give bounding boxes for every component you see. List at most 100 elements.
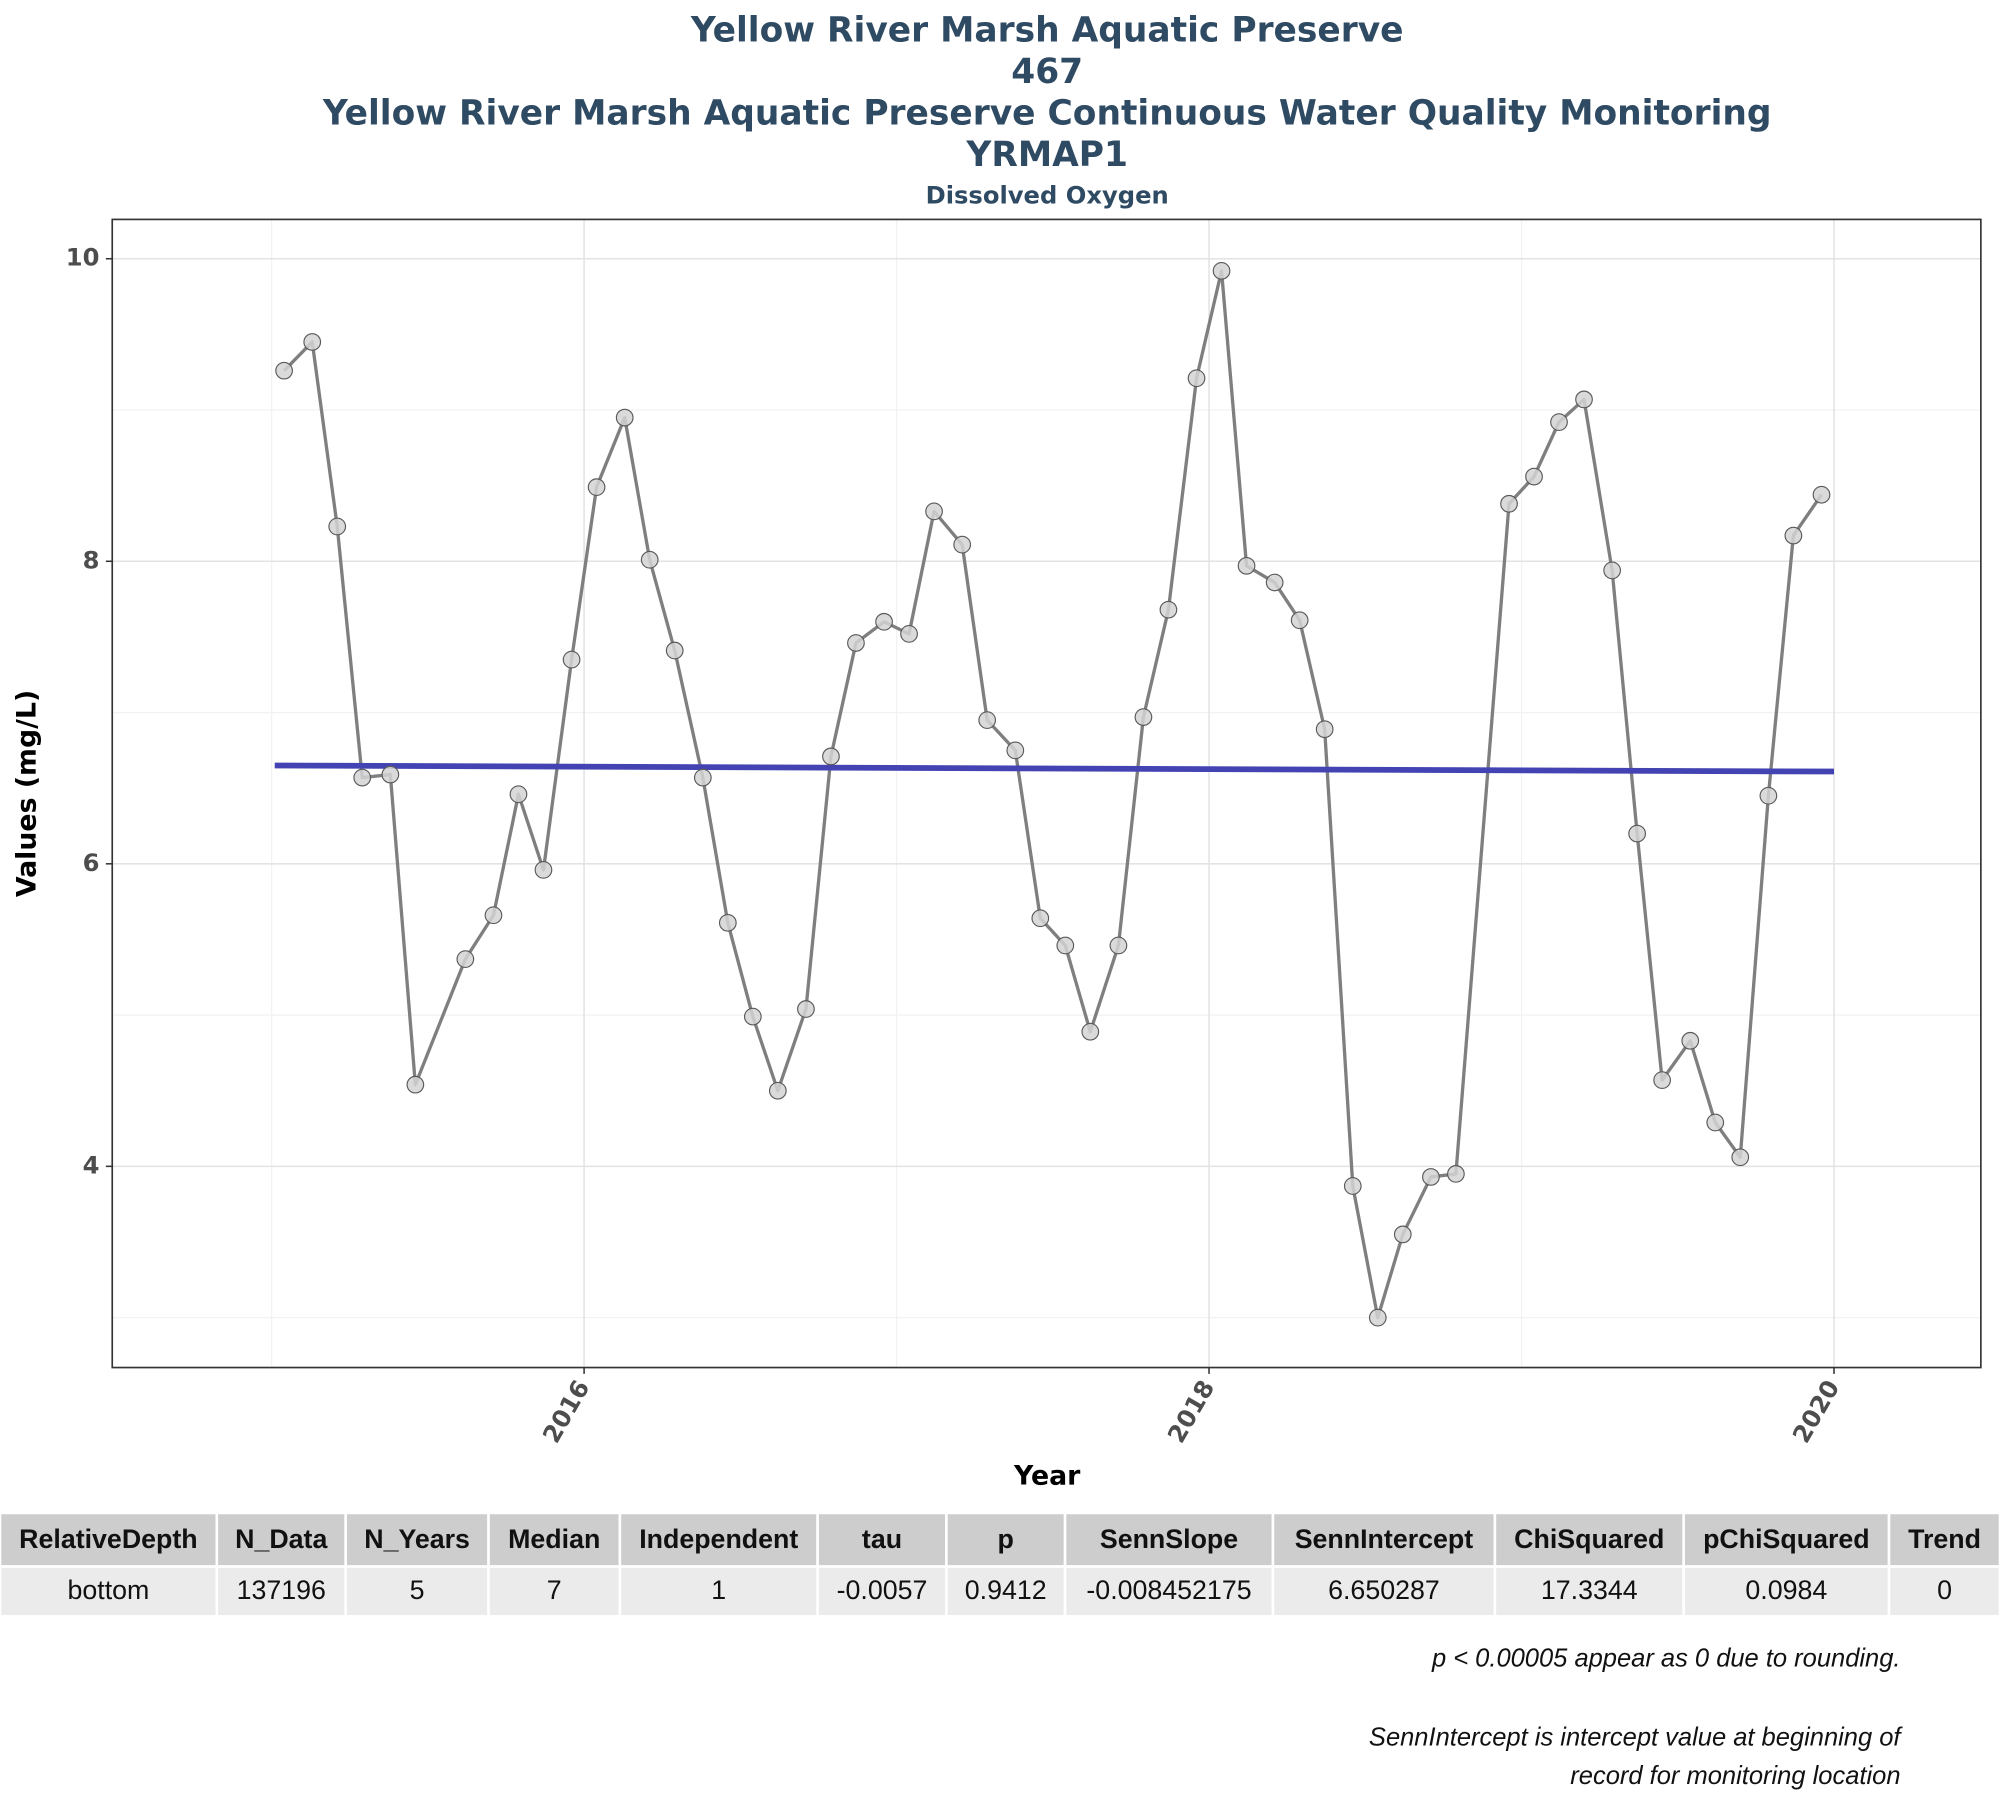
data-point (1681, 1031, 1700, 1050)
table-header-cell (945, 1511, 1067, 1568)
data-point (1784, 526, 1803, 545)
table-cell (0, 1565, 219, 1618)
y-tick-label: 10 (66, 244, 100, 272)
table-header-cell (487, 1511, 622, 1568)
data-point (1265, 573, 1284, 592)
data-point (406, 1075, 425, 1094)
data-point (1081, 1022, 1100, 1041)
table-header-cell (1887, 1511, 2000, 1568)
table-header-cell (1271, 1511, 1497, 1568)
data-point (900, 625, 918, 643)
table-cell (215, 1565, 347, 1618)
table-header-cell (344, 1511, 490, 1568)
data-point (456, 950, 475, 968)
data-point (534, 861, 553, 879)
chart-title: Yellow River Marsh Aquatic Preserve (690, 10, 1404, 50)
table-header: SennIntercept (1295, 1524, 1474, 1554)
data-point (797, 1000, 815, 1018)
table-value: 0.9412 (965, 1575, 1047, 1605)
data-point (484, 906, 503, 925)
table-cell (1887, 1565, 2000, 1618)
table-value: 6.650287 (1328, 1575, 1440, 1605)
table-value: 0.0984 (1745, 1575, 1827, 1605)
table-cell (1682, 1565, 1891, 1618)
y-axis-title: Values (mg/L) (12, 690, 43, 897)
data-point (587, 478, 606, 497)
data-point (1550, 413, 1568, 431)
y-tick-label: 8 (83, 546, 100, 574)
plot-frame (111, 218, 1982, 1369)
data-point (353, 768, 372, 787)
chart-title: 467 (1011, 52, 1083, 92)
table-header-cell (618, 1511, 819, 1568)
data-point (509, 785, 528, 804)
data-point (1159, 600, 1178, 619)
data-point (1653, 1071, 1672, 1089)
table-value: 1 (711, 1575, 726, 1605)
data-point (1759, 786, 1778, 805)
data-point (875, 612, 893, 631)
data-point (925, 502, 943, 521)
table-cell (618, 1565, 819, 1618)
data-point (328, 517, 347, 536)
table-header: RelativeDepth (19, 1524, 197, 1554)
data-point (381, 765, 400, 784)
trend-line (274, 762, 1835, 775)
table-cell (1493, 1565, 1685, 1618)
y-tick-label: 4 (83, 1151, 100, 1179)
data-point (1447, 1165, 1465, 1183)
data-point (1134, 708, 1153, 726)
data-point (1212, 261, 1231, 280)
footnote: record for monitoring location (1570, 1762, 1900, 1790)
table-value: 137196 (237, 1575, 326, 1605)
data-point (1056, 936, 1075, 955)
plot-background (112, 219, 1981, 1368)
table-header: tau (862, 1524, 902, 1554)
table-header: ChiSquared (1514, 1524, 1664, 1554)
data-point (1603, 561, 1622, 580)
footnote: SennIntercept is intercept value at begi… (1369, 1724, 1903, 1752)
data-point (1368, 1308, 1387, 1327)
data-point (1422, 1168, 1440, 1186)
data-point (1315, 720, 1334, 739)
table-header: N_Data (235, 1524, 328, 1554)
data-point (1006, 741, 1025, 760)
table-value: 5 (410, 1575, 425, 1605)
x-tick-label: 2020 (1787, 1375, 1845, 1447)
data-point (1109, 936, 1128, 955)
data-point (1343, 1177, 1362, 1195)
table-header-cell (1063, 1511, 1275, 1568)
data-point (693, 768, 712, 787)
data-point (1812, 485, 1831, 504)
data-point (1628, 824, 1647, 843)
table-header: p (998, 1524, 1014, 1554)
table-cell (1271, 1565, 1497, 1618)
table-header: SennSlope (1100, 1524, 1238, 1554)
data-point (640, 550, 659, 569)
data-point (978, 711, 997, 729)
table-cell (945, 1565, 1067, 1618)
table-header: N_Years (364, 1524, 470, 1554)
data-point (562, 650, 581, 669)
table-value: 0 (1937, 1575, 1952, 1605)
table-value: bottom (68, 1575, 150, 1605)
y-tick-label: 6 (83, 849, 100, 877)
data-point (1290, 611, 1309, 630)
data-point (303, 333, 322, 351)
chart-title: Yellow River Marsh Aquatic Preserve Cont… (322, 93, 1772, 133)
data-point (1393, 1225, 1412, 1244)
data-point (822, 747, 840, 766)
x-tick-label: 2018 (1162, 1375, 1220, 1447)
chart-subtitle: Dissolved Oxygen (926, 181, 1169, 209)
data-point (953, 535, 972, 554)
data-point (1706, 1113, 1725, 1132)
table-value: 7 (547, 1575, 562, 1605)
data-point (1031, 909, 1050, 928)
table-header: pChiSquared (1703, 1524, 1870, 1554)
table-value: 17.3344 (1541, 1575, 1638, 1605)
table-header: Median (508, 1524, 600, 1554)
data-point (847, 634, 865, 652)
table-value: -0.0057 (837, 1575, 928, 1605)
